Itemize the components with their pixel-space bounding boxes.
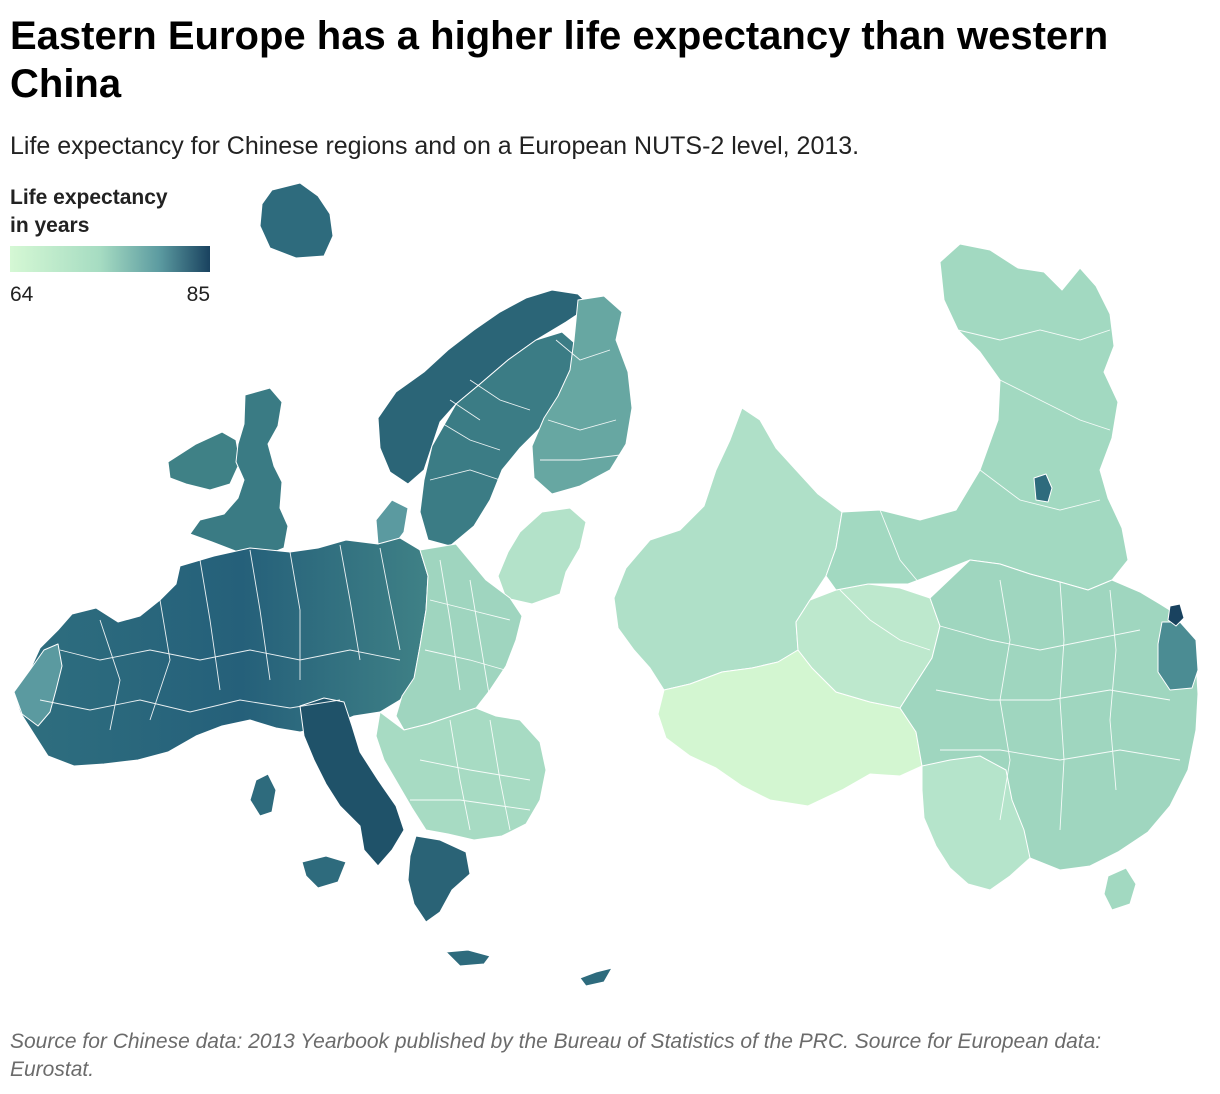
region-finland: [531, 295, 633, 495]
region-ireland: [167, 431, 241, 491]
region-sardinia: [249, 773, 277, 817]
region-sicily: [301, 855, 347, 889]
china-borders: [839, 329, 1181, 831]
legend-min-label: 64: [10, 283, 34, 306]
region-iceland: [259, 182, 334, 259]
color-legend: Life expectancy in years 64 85: [10, 184, 220, 306]
region-hainan: [1103, 867, 1137, 911]
region-shanghai: [1167, 603, 1185, 627]
region-greece: [407, 835, 471, 923]
source-note: Source for Chinese data: 2013 Yearbook p…: [10, 1030, 1102, 1081]
region-baltics: [497, 507, 587, 605]
europe-regions: [13, 182, 633, 987]
region-zhejiang: [1157, 621, 1199, 691]
legend-title: Life expectancy in years: [10, 184, 210, 240]
legend-max-label: 85: [186, 283, 210, 306]
region-cyprus: [579, 967, 613, 987]
legend-title-line-1: Life expectancy: [10, 186, 168, 209]
region-western-europe: [13, 537, 429, 767]
region-crete: [445, 949, 491, 967]
legend-title-line-2: in years: [10, 214, 90, 237]
legend-gradient-bar: [10, 246, 210, 272]
china-regions: [613, 243, 1199, 911]
chart-subtitle: Life expectancy for Chinese regions and …: [10, 132, 860, 160]
region-inner-mongolia-northeast: [825, 243, 1129, 591]
region-beijing: [1033, 473, 1053, 503]
region-norway: [377, 289, 591, 485]
scandinavia-borders: [429, 339, 621, 481]
europe-borders: [39, 544, 531, 831]
chart-title: Eastern Europe has a higher life expecta…: [10, 14, 1109, 106]
region-yunnan: [921, 755, 1031, 891]
region-portugal: [13, 643, 63, 727]
region-balkans: [375, 707, 547, 841]
region-italy: [299, 697, 405, 867]
life-expectancy-map: [13, 182, 1199, 987]
